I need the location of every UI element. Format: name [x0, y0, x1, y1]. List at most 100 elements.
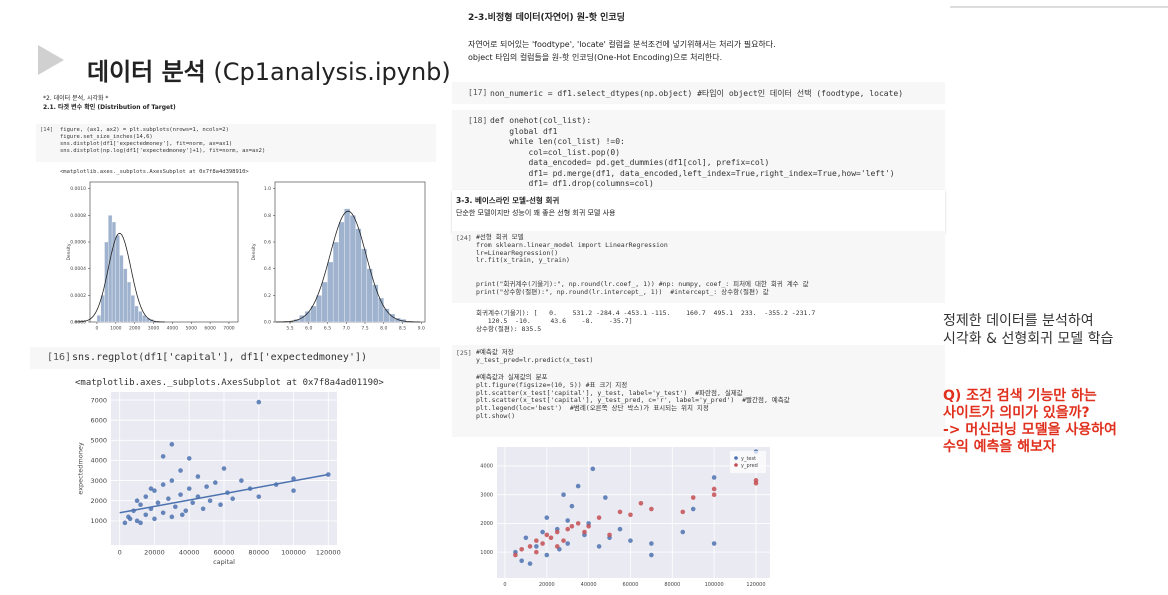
y-tick-label: 2000	[90, 497, 107, 505]
scatter-point	[527, 544, 533, 549]
scatter-point	[213, 480, 218, 485]
y-axis-label: Density	[66, 243, 72, 260]
x-tick-label: 0	[96, 326, 99, 332]
scatter-point	[256, 494, 262, 499]
slide-title: 데이터 분석 (Cp1analysis.ipynb)	[87, 52, 451, 87]
code-line: lr=LinearRegression()	[476, 248, 559, 257]
scatter-point	[218, 502, 223, 508]
legend-label: y_test	[741, 456, 756, 462]
scatter-point	[540, 541, 545, 546]
scatter-point	[617, 509, 623, 515]
subsection: 2.1. 타겟 변수 확인 (Distribution of Target)	[43, 104, 176, 111]
prompt: [17]	[468, 88, 488, 97]
scatter-point	[607, 532, 612, 538]
scatter-point	[207, 498, 213, 504]
scatter-point	[649, 552, 654, 558]
scatter-point	[690, 506, 696, 512]
x-tick-label: 60000	[623, 582, 639, 588]
scatter-point	[186, 486, 192, 491]
paragraph: 단순한 모델이지만 성능이 꽤 좋은 선형 회귀 모델 사용	[456, 209, 616, 217]
output: <matplotlib.axes._subplots.AxesSubplot a…	[75, 378, 384, 388]
scatter-point	[190, 500, 196, 506]
scatter-point	[291, 488, 296, 493]
code-line: col=col_list.pop(0)	[490, 147, 621, 157]
x-tick-label: 7.5	[361, 326, 368, 332]
x-tick-label: 100000	[705, 582, 724, 588]
code: figure, (ax1, ax2) = plt.subplots(nrows=…	[60, 127, 265, 155]
scatter-point	[603, 495, 608, 500]
x-tick-label: 8.5	[399, 326, 406, 332]
scatter-point	[183, 508, 189, 514]
scatter-point	[544, 532, 550, 538]
scatter-point	[186, 456, 192, 461]
y-tick-label: 0.0008	[70, 213, 86, 219]
scatter-point	[596, 515, 602, 520]
scatter-point	[628, 512, 633, 518]
question-line: 사이트가 의미가 있을까?	[943, 405, 1090, 421]
code: #예측값 저장 y_test_pred=lr.predict(x_test)	[476, 348, 593, 365]
y-tick-label: 0.0010	[70, 186, 86, 192]
plot-area	[497, 447, 770, 578]
code-line: #예측값과 실제값의 분포	[476, 373, 548, 381]
summary-line: 시각화 & 선형회귀 모델 학습	[943, 331, 1114, 347]
scatter-point	[561, 538, 566, 543]
code-line: non_numeric = df1.select_dtypes(np.objec…	[490, 89, 904, 98]
code-line: #예측값 저장	[476, 348, 514, 356]
y-tick-label: 0.0006	[70, 240, 86, 246]
scatter-point	[680, 529, 686, 535]
code-line: print("회귀계수(기울기):", np.round(lr.coef_, 1…	[476, 280, 809, 288]
code-line: plt.figure(figsize=(10, 5)) #표 크기 지정	[476, 380, 628, 389]
scatter-point	[134, 518, 140, 524]
output-line: 상수항(절편): 835.5	[476, 325, 542, 333]
title-bold: 데이터 분석	[87, 58, 206, 86]
y-tick-label: 0.2	[264, 293, 271, 299]
output: 회귀계수(기울기): [ 0. 531.2 -284.4 -453.1 -115…	[476, 309, 815, 333]
scatter-point	[143, 512, 149, 518]
prompt: [16]	[47, 352, 72, 363]
y-axis-label: expectedmoney	[76, 442, 84, 495]
scatter-point	[148, 486, 154, 491]
scatter-point	[513, 552, 518, 558]
summary-line: 정제한 데이터를 분석하여	[943, 313, 1094, 329]
x-tick-label: 2000	[129, 326, 141, 332]
y-tick-label: 4000	[480, 464, 493, 470]
code-line: plt.legend(loc='best') #범례(오른쪽 상단 박스)가 표…	[476, 404, 709, 413]
x-tick-label: 60000	[214, 549, 235, 557]
x-tick-label: 20000	[539, 582, 555, 588]
scatter-point	[155, 500, 161, 506]
scatter-point	[554, 529, 560, 535]
y-tick-label: 0.0	[264, 320, 271, 326]
scatter-point	[134, 498, 140, 504]
x-tick-label: 3000	[148, 326, 160, 332]
heading: 2-3.비정형 데이터(자연어) 원-핫 인코딩	[468, 13, 625, 23]
scatter-point	[628, 538, 633, 543]
scatter-point	[565, 526, 571, 532]
scatter-point	[534, 544, 539, 549]
section: *2. 데이터 분석, 시각화 *	[43, 95, 109, 102]
x-tick-label: 4000	[167, 326, 179, 332]
question-line: Q) 조건 검색 기능만 하는	[943, 388, 1097, 404]
x-tick-label: 100000	[281, 549, 306, 557]
scatter-point	[152, 516, 157, 522]
x-tick-label: 7.0	[343, 326, 350, 332]
scatter-point	[590, 466, 596, 472]
code-cell	[452, 82, 945, 104]
prompt: [14]	[40, 127, 54, 133]
code-line: df1= df1.drop(columns=col)	[490, 179, 654, 188]
x-tick-label: 20000	[144, 549, 165, 557]
x-tick-label: 6.5	[324, 326, 331, 332]
scatter-point	[544, 515, 550, 520]
scatter-point	[617, 526, 623, 532]
code-line: while len(col_list) !=0:	[490, 137, 625, 146]
scatter-point	[711, 492, 717, 497]
section-box	[452, 190, 945, 233]
y-tick-label: 3000	[90, 477, 107, 485]
y-tick-label: 3000	[480, 492, 493, 498]
code-line: def onehot(col_list):	[490, 116, 592, 125]
scatter-point	[596, 544, 602, 549]
code-cell	[452, 345, 945, 437]
y-tick-label: 5000	[90, 437, 107, 445]
